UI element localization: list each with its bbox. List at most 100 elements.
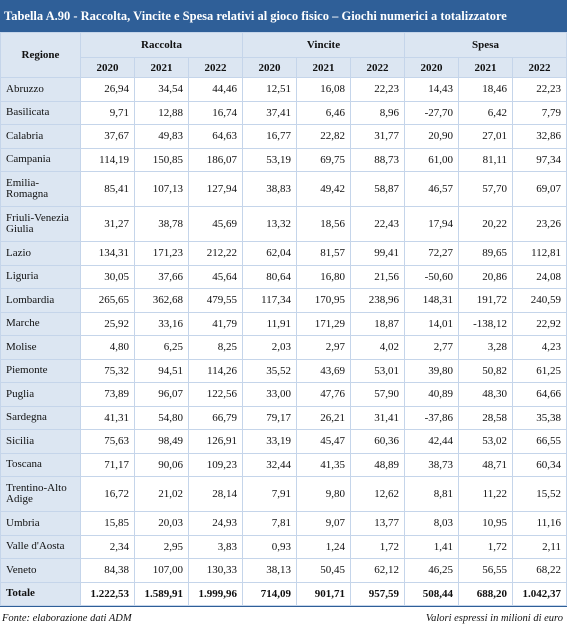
value-cell: 16,72 xyxy=(80,476,135,512)
value-cell: 20,22 xyxy=(458,206,513,242)
value-cell: 84,38 xyxy=(80,558,135,583)
value-cell: 60,34 xyxy=(512,452,567,477)
table-row: Lazio 134,31 171,23 212,22 62,04 81,57 99,41 72… xyxy=(0,241,567,266)
value-cell: 97,34 xyxy=(512,147,567,172)
value-cell: 69,07 xyxy=(512,171,567,207)
value-cell: 171,29 xyxy=(296,311,351,336)
region-cell: Piemonte xyxy=(0,358,81,383)
value-cell: 479,55 xyxy=(188,288,243,313)
value-cell: 32,86 xyxy=(512,124,567,149)
value-cell: 112,81 xyxy=(512,241,567,266)
region-cell: Basilicata xyxy=(0,100,81,125)
value-cell: 109,23 xyxy=(188,452,243,477)
value-cell: 688,20 xyxy=(458,581,513,606)
value-cell: 134,31 xyxy=(80,241,135,266)
value-cell: 7,79 xyxy=(512,100,567,125)
value-cell: 2,03 xyxy=(242,335,297,360)
value-cell: 2,97 xyxy=(296,335,351,360)
table-row: Lombardia 265,65 362,68 479,55 117,34 170,95 2… xyxy=(0,288,567,313)
value-cell: 1.999,96 xyxy=(188,581,243,606)
value-cell: 13,77 xyxy=(350,511,405,536)
year-header: 2020 xyxy=(404,57,459,78)
table-row: Sicilia 75,63 98,49 126,91 33,19 45,47 60,36 42… xyxy=(0,429,567,454)
value-cell: 8,96 xyxy=(350,100,405,125)
group-header: Raccolta xyxy=(80,32,243,58)
region-cell: Sicilia xyxy=(0,429,81,454)
region-cell: Puglia xyxy=(0,382,81,407)
value-cell: 57,90 xyxy=(350,382,405,407)
value-cell: 33,00 xyxy=(242,382,297,407)
value-cell: 16,08 xyxy=(296,77,351,102)
region-cell: Toscana xyxy=(0,452,81,477)
region-cell: Lombardia xyxy=(0,288,81,313)
value-cell: 20,86 xyxy=(458,264,513,289)
value-cell: 96,07 xyxy=(134,382,189,407)
value-cell: 8,25 xyxy=(188,335,243,360)
value-cell: 50,82 xyxy=(458,358,513,383)
value-cell: 38,83 xyxy=(242,171,297,207)
value-cell: 41,31 xyxy=(80,405,135,430)
value-cell: 28,58 xyxy=(458,405,513,430)
value-cell: 186,07 xyxy=(188,147,243,172)
value-cell: 3,83 xyxy=(188,534,243,559)
value-cell: 30,05 xyxy=(80,264,135,289)
value-cell: 20,03 xyxy=(134,511,189,536)
region-cell: Valle d'Aosta xyxy=(0,534,81,559)
value-cell: 37,41 xyxy=(242,100,297,125)
value-cell: 22,23 xyxy=(350,77,405,102)
value-cell: 107,00 xyxy=(134,558,189,583)
region-cell: Liguria xyxy=(0,264,81,289)
value-cell: 53,19 xyxy=(242,147,297,172)
value-cell: 18,46 xyxy=(458,77,513,102)
value-cell: 9,80 xyxy=(296,476,351,512)
value-cell: 1.589,91 xyxy=(134,581,189,606)
value-cell: -50,60 xyxy=(404,264,459,289)
data-table: Regione Raccolta Vincite Spesa 2020 2021 2022 2… xyxy=(0,32,567,606)
value-cell: 49,83 xyxy=(134,124,189,149)
value-cell: 24,93 xyxy=(188,511,243,536)
value-cell: 81,57 xyxy=(296,241,351,266)
region-cell: Emilia-Romagna xyxy=(0,171,81,207)
value-cell: 148,31 xyxy=(404,288,459,313)
value-cell: 56,55 xyxy=(458,558,513,583)
value-cell: 13,32 xyxy=(242,206,297,242)
value-cell: 265,65 xyxy=(80,288,135,313)
value-cell: 43,69 xyxy=(296,358,351,383)
value-cell: 35,38 xyxy=(512,405,567,430)
value-cell: 11,16 xyxy=(512,511,567,536)
value-cell: 10,95 xyxy=(458,511,513,536)
value-cell: 66,79 xyxy=(188,405,243,430)
value-cell: 12,51 xyxy=(242,77,297,102)
value-cell: 2,77 xyxy=(404,335,459,360)
value-cell: 6,46 xyxy=(296,100,351,125)
value-cell: 3,28 xyxy=(458,335,513,360)
year-header: 2021 xyxy=(458,57,513,78)
table-header: Regione Raccolta Vincite Spesa 2020 2021 2022 2… xyxy=(0,32,567,78)
value-cell: 33,19 xyxy=(242,429,297,454)
value-cell: 26,21 xyxy=(296,405,351,430)
table-row: Liguria 30,05 37,66 45,64 80,64 16,80 21,56 -50… xyxy=(0,264,567,289)
year-header: 2020 xyxy=(80,57,135,78)
value-cell: 240,59 xyxy=(512,288,567,313)
value-cell: 98,49 xyxy=(134,429,189,454)
year-header: 2022 xyxy=(512,57,567,78)
value-cell: 41,35 xyxy=(296,452,351,477)
value-cell: 42,44 xyxy=(404,429,459,454)
value-cell: 7,91 xyxy=(242,476,297,512)
value-cell: 72,27 xyxy=(404,241,459,266)
value-cell: 37,67 xyxy=(80,124,135,149)
value-cell: 90,06 xyxy=(134,452,189,477)
year-header: 2022 xyxy=(188,57,243,78)
value-cell: 39,80 xyxy=(404,358,459,383)
value-cell: 16,80 xyxy=(296,264,351,289)
value-cell: 48,71 xyxy=(458,452,513,477)
value-cell: 212,22 xyxy=(188,241,243,266)
value-cell: 64,63 xyxy=(188,124,243,149)
value-cell: 508,44 xyxy=(404,581,459,606)
value-cell: 47,76 xyxy=(296,382,351,407)
value-cell: 12,62 xyxy=(350,476,405,512)
value-cell: 35,52 xyxy=(242,358,297,383)
value-cell: 8,03 xyxy=(404,511,459,536)
value-cell: 75,63 xyxy=(80,429,135,454)
